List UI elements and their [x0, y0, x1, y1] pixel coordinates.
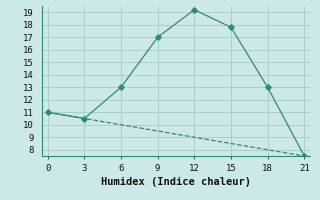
X-axis label: Humidex (Indice chaleur): Humidex (Indice chaleur)	[101, 177, 251, 187]
